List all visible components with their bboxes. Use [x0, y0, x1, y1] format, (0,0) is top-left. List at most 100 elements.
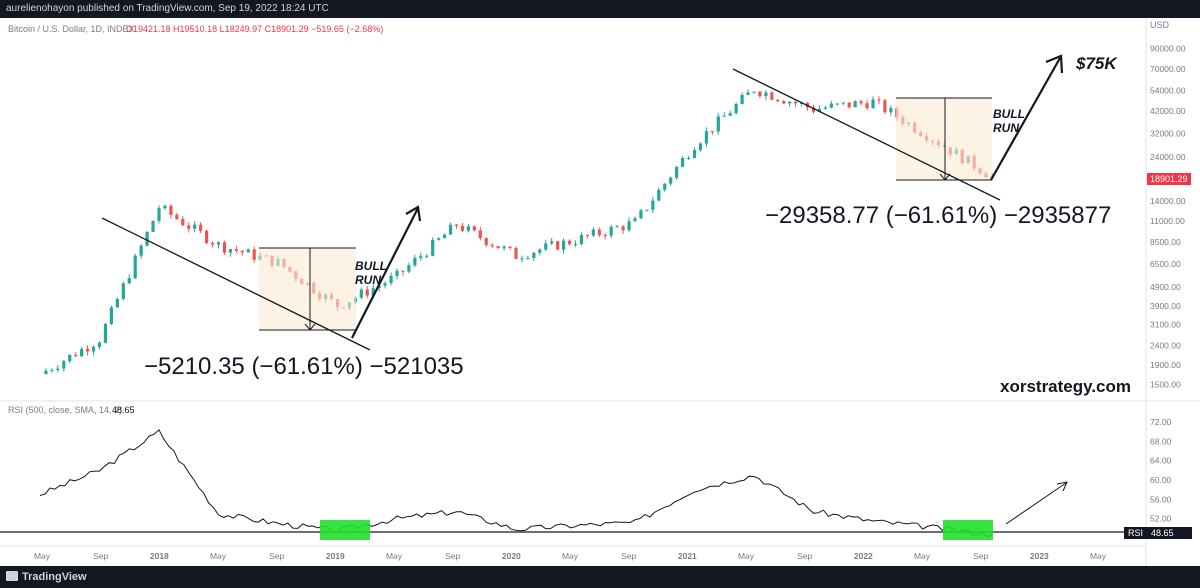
candle-body [139, 245, 143, 256]
chart-svg[interactable]: Bitcoin / U.S. Dollar, 1D, INDEX O19421.… [0, 18, 1200, 566]
candle-body [228, 249, 232, 253]
tradingview-logo-icon [6, 571, 18, 581]
candle-body [859, 101, 863, 104]
candle-body [437, 238, 441, 240]
candle-body [86, 348, 90, 352]
candle-body [841, 102, 845, 104]
rsi-tick-label: 64.00 [1150, 456, 1172, 466]
candle-body [585, 235, 589, 237]
candle-body [175, 214, 179, 220]
candle-body [811, 107, 816, 112]
candle-body [431, 239, 435, 256]
candle-body [359, 289, 363, 298]
candle-body [663, 183, 667, 190]
price-tick-label: 42000.00 [1150, 106, 1186, 116]
candle-body [103, 323, 108, 343]
candle-body [371, 288, 375, 296]
candle-body [788, 101, 792, 104]
candle-body [365, 289, 369, 296]
candle-body [413, 257, 417, 266]
time-tick-label: May [210, 551, 227, 561]
candle-body [794, 101, 798, 104]
rsi-tick-label: 56.00 [1150, 494, 1172, 504]
candle-body [68, 354, 72, 362]
chart-area[interactable]: Bitcoin / U.S. Dollar, 1D, INDEX O19421.… [0, 18, 1200, 566]
candle-body [252, 249, 256, 260]
candle-body [746, 92, 750, 95]
candle-body [740, 94, 744, 104]
candle-body [520, 258, 524, 260]
candle-body [645, 209, 649, 211]
time-tick-label: May [1090, 551, 1107, 561]
candle-body [770, 92, 774, 100]
trendline-2018[interactable] [101, 217, 371, 351]
candle-body [615, 226, 619, 228]
price-axis-currency: USD [1150, 20, 1170, 30]
price-tick-label: 32000.00 [1150, 128, 1186, 138]
watermark-text: xorstrategy.com [1000, 377, 1131, 396]
candle-body [591, 229, 595, 236]
price-tick-label: 90000.00 [1150, 43, 1186, 53]
candle-body [401, 270, 405, 272]
candles-layer [44, 89, 994, 375]
time-tick-label: Sep [445, 551, 460, 561]
time-tick-label: 2021 [678, 551, 697, 561]
candle-body [823, 107, 827, 109]
candle-body [603, 234, 607, 236]
bull-run-label-1b: RUN [355, 273, 381, 287]
candle-body [460, 225, 465, 231]
rsi-zone-2022 [943, 520, 993, 540]
candle-body [847, 102, 851, 108]
rsi-tick-label: 52.00 [1150, 514, 1172, 524]
candle-body [151, 220, 155, 232]
price-tick-label: 4900.00 [1150, 282, 1181, 292]
rsi-tick-label: 60.00 [1150, 475, 1172, 485]
candle-body [573, 244, 578, 246]
candle-body [556, 241, 560, 250]
candle-body [883, 100, 887, 113]
time-tick-label: May [914, 551, 931, 561]
bull-run-arrowhead-2023 [1045, 54, 1064, 74]
price-tick-label: 14000.00 [1150, 196, 1186, 206]
candle-body [669, 177, 673, 184]
time-tick-label: Sep [797, 551, 812, 561]
candle-body [448, 224, 453, 235]
main-legend-title: Bitcoin / U.S. Dollar, 1D, INDEX [8, 24, 135, 34]
time-tick-label: 2020 [502, 551, 521, 561]
candle-body [395, 270, 399, 276]
candle-body [835, 103, 839, 105]
candle-body [865, 103, 869, 109]
time-tick-label: May [738, 551, 755, 561]
footer-brand: TradingView [22, 571, 87, 583]
candle-body [538, 249, 542, 253]
trendline-2022[interactable] [732, 68, 1001, 201]
candle-body [639, 210, 643, 219]
price-axis: 90000.00 70000.00 54000.00 42000.00 32000.00… [1150, 43, 1186, 389]
candle-body [597, 229, 601, 235]
candle-body [686, 157, 691, 159]
price-tick-label: 54000.00 [1150, 85, 1186, 95]
rsi-axis-label: RSI [1128, 528, 1143, 538]
candle-body [205, 230, 209, 244]
rsi-up-arrow [1005, 482, 1067, 525]
drawdown-box-2018 [259, 248, 356, 330]
time-tick-label: Sep [973, 551, 988, 561]
candle-body [234, 249, 238, 251]
candle-body [752, 91, 756, 93]
candle-body [199, 224, 203, 231]
candle-body [484, 237, 488, 246]
candle-body [222, 242, 227, 253]
candle-body [478, 230, 482, 238]
candle-body [621, 226, 625, 231]
bull-run-arrow-2019 [351, 207, 419, 339]
rsi-zone-2019 [320, 520, 370, 540]
candle-body [74, 354, 78, 357]
candle-body [193, 224, 197, 229]
candle-body [169, 205, 173, 215]
candle-body [508, 246, 512, 249]
candle-body [216, 242, 221, 245]
price-tick-label: 1900.00 [1150, 360, 1181, 370]
candle-body [163, 205, 167, 209]
target-label: $75K [1075, 54, 1118, 73]
candle-body [210, 243, 215, 245]
